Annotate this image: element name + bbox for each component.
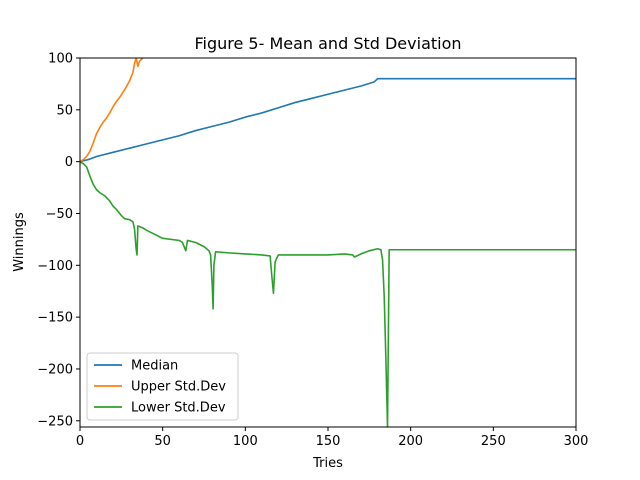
- y-axis-label: Winnings: [12, 212, 27, 272]
- x-axis-label: Tries: [312, 456, 343, 471]
- y-tick-label: −150: [37, 311, 73, 326]
- series-layer: [80, 58, 576, 427]
- x-tick-label: 50: [154, 434, 171, 449]
- series-line-1: [80, 58, 144, 163]
- legend: Median Upper Std.Dev Lower Std.Dev: [86, 352, 239, 421]
- y-axis: 100 50 0 −50 −100 −150 −200 −250: [37, 52, 80, 429]
- chart-title: Figure 5- Mean and Std Deviation: [194, 34, 461, 53]
- legend-label-0: Median: [131, 359, 178, 374]
- y-tick-label: 100: [48, 52, 73, 67]
- x-tick-label: 200: [398, 434, 423, 449]
- y-tick-label: 0: [65, 155, 73, 170]
- x-axis: 0 50 100 150 200 250 300: [76, 427, 589, 449]
- y-tick-label: −200: [37, 362, 73, 377]
- legend-label-1: Upper Std.Dev: [131, 380, 226, 395]
- legend-label-2: Lower Std.Dev: [131, 401, 226, 416]
- y-tick-label: −50: [46, 207, 73, 222]
- legend-box: [86, 352, 239, 421]
- x-tick-label: 0: [76, 434, 84, 449]
- x-tick-label: 150: [316, 434, 341, 449]
- series-line-2: [80, 160, 576, 427]
- x-tick-label: 300: [564, 434, 589, 449]
- series-line-0: [80, 77, 576, 163]
- y-tick-label: −100: [37, 259, 73, 274]
- y-tick-label: 50: [56, 103, 73, 118]
- x-tick-label: 250: [481, 434, 506, 449]
- x-tick-label: 100: [233, 434, 258, 449]
- y-tick-label: −250: [37, 414, 73, 429]
